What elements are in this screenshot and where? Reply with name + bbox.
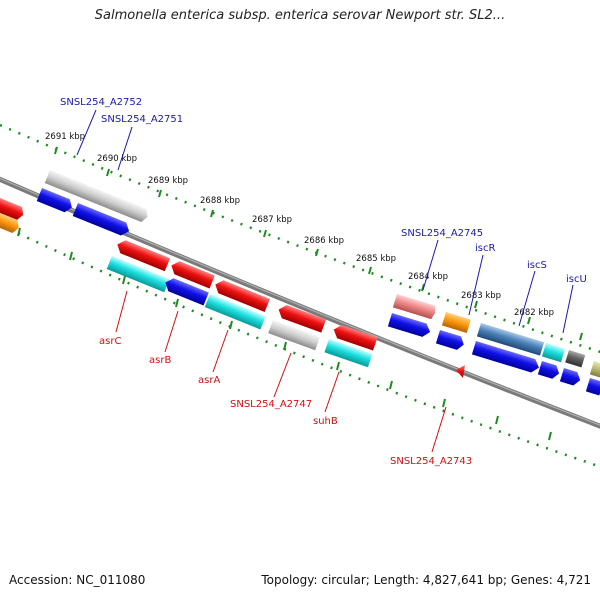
gene-feature-red-2[interactable] bbox=[169, 259, 215, 289]
ruler-tick bbox=[283, 341, 287, 351]
leader-line bbox=[468, 254, 484, 316]
leader-line bbox=[324, 371, 340, 413]
ruler-tick bbox=[17, 227, 21, 237]
gene-feature-iscr[interactable] bbox=[441, 312, 471, 333]
ruler-label: 2687 kbp bbox=[252, 215, 292, 225]
gene-feature-red-5[interactable] bbox=[331, 323, 378, 351]
outer-ruler-track bbox=[0, 123, 600, 354]
ruler-tick bbox=[527, 316, 531, 325]
leader-line bbox=[76, 109, 97, 156]
ruler-label: 2691 kbp bbox=[45, 132, 85, 142]
ruler-label: 2685 kbp bbox=[356, 254, 396, 264]
gene-feature-gray[interactable] bbox=[44, 170, 150, 223]
gene-feature-red[interactable] bbox=[115, 238, 171, 272]
ruler-label: 2690 kbp bbox=[97, 154, 137, 164]
gene-feature-asrc[interactable] bbox=[106, 256, 170, 293]
ruler-tick bbox=[389, 380, 393, 390]
gene-feature-blue-edge[interactable] bbox=[585, 378, 600, 396]
gene-feature-blue-tiny[interactable] bbox=[537, 361, 561, 380]
reverse-strand-features bbox=[106, 238, 465, 378]
outer-ruler-ticks bbox=[54, 146, 583, 341]
gene-feature-a2747[interactable] bbox=[268, 320, 320, 351]
top-gene-labels: SNSL254_A2752 SNSL254_A2751 SNSL254_A274… bbox=[60, 97, 587, 334]
inner-ruler-ticks bbox=[17, 227, 552, 441]
ruler-label: 2683 kbp bbox=[461, 291, 501, 301]
genome-title: Salmonella enterica subsp. enterica sero… bbox=[94, 8, 506, 23]
gene-label-asrb[interactable]: asrB bbox=[149, 355, 171, 366]
genome-summary: Topology: circular; Length: 4,827,641 bp… bbox=[261, 573, 591, 587]
gene-feature-dark[interactable] bbox=[565, 350, 586, 368]
ruler-tick bbox=[69, 251, 73, 261]
gene-feature-a2752[interactable] bbox=[36, 188, 75, 214]
leader-line bbox=[164, 310, 179, 353]
gene-feature-a2743[interactable] bbox=[456, 365, 465, 378]
gene-feature-asra[interactable] bbox=[204, 294, 266, 330]
gene-feature-blue-tiny-2[interactable] bbox=[559, 368, 582, 387]
gene-label-a2743[interactable]: SNSL254_A2743 bbox=[390, 456, 472, 467]
accession-label: Accession: NC_011080 bbox=[9, 573, 146, 587]
gene-feature-asrb[interactable] bbox=[163, 276, 209, 306]
ruler-tick bbox=[54, 146, 58, 155]
gene-label-iscs[interactable]: iscS bbox=[527, 260, 547, 271]
ruler-label: 2689 kbp bbox=[148, 176, 188, 186]
gene-feature-blue-long[interactable] bbox=[471, 341, 541, 374]
gene-label-a2752[interactable]: SNSL254_A2752 bbox=[60, 97, 142, 108]
gene-feature-iscs[interactable] bbox=[476, 323, 545, 356]
ruler-tick bbox=[229, 320, 233, 330]
gene-feature-partial-red[interactable] bbox=[0, 192, 26, 221]
ruler-tick bbox=[122, 275, 126, 285]
ruler-tick bbox=[495, 415, 499, 425]
ruler-tick bbox=[158, 189, 162, 198]
leader-line bbox=[117, 126, 133, 171]
ruler-tick bbox=[315, 248, 319, 257]
ruler-tick bbox=[579, 332, 583, 341]
ruler-tick bbox=[442, 398, 446, 408]
gene-label-asrc[interactable]: asrC bbox=[99, 336, 121, 347]
ruler-labels: 2691 kbp 2690 kbp 2689 kbp 2688 kbp 2687… bbox=[45, 132, 554, 318]
gene-feature-iscu[interactable] bbox=[541, 343, 566, 363]
gene-feature-olive[interactable] bbox=[589, 361, 600, 379]
ruler-tick bbox=[175, 298, 179, 308]
forward-strand-features bbox=[0, 170, 600, 396]
gene-label-iscr[interactable]: iscR bbox=[475, 243, 495, 254]
gene-feature-partial-orange[interactable] bbox=[0, 208, 21, 234]
gene-feature-red-4[interactable] bbox=[276, 303, 327, 333]
ruler-tick bbox=[368, 266, 372, 275]
gene-feature-a2745[interactable] bbox=[392, 294, 437, 320]
leader-line bbox=[212, 329, 229, 373]
gene-label-a2747[interactable]: SNSL254_A2747 bbox=[230, 399, 312, 410]
gene-label-iscu[interactable]: iscU bbox=[566, 274, 587, 285]
gene-feature-red-3[interactable] bbox=[213, 278, 270, 312]
gene-label-suhb[interactable]: suhB bbox=[313, 416, 338, 427]
inner-ruler-track bbox=[0, 223, 600, 468]
gene-feature-blue-small[interactable] bbox=[435, 330, 466, 351]
gene-feature-suhb[interactable] bbox=[324, 339, 373, 368]
ruler-tick bbox=[336, 361, 340, 371]
gene-feature-blue[interactable] bbox=[387, 313, 432, 339]
gene-label-asra[interactable]: asrA bbox=[198, 375, 220, 386]
ruler-tick bbox=[263, 229, 267, 238]
ruler-label: 2684 kbp bbox=[408, 272, 448, 282]
ruler-label: 2686 kbp bbox=[304, 236, 344, 246]
ruler-tick bbox=[106, 168, 110, 177]
ruler-tick bbox=[548, 431, 552, 441]
gene-label-a2751[interactable]: SNSL254_A2751 bbox=[101, 114, 183, 125]
leader-line bbox=[115, 290, 128, 333]
leader-line bbox=[422, 239, 439, 291]
leader-line bbox=[518, 270, 536, 327]
bottom-gene-labels: asrC asrB asrA SNSL254_A2747 suhB SNSL25… bbox=[99, 290, 472, 467]
ruler-tick bbox=[421, 283, 425, 292]
ruler-label: 2682 kbp bbox=[514, 308, 554, 318]
leader-line bbox=[562, 284, 574, 334]
ruler-tick bbox=[210, 209, 214, 218]
leader-line bbox=[273, 352, 292, 398]
ruler-tick bbox=[474, 300, 478, 309]
gene-label-a2745[interactable]: SNSL254_A2745 bbox=[401, 228, 483, 239]
ruler-label: 2688 kbp bbox=[200, 196, 240, 206]
gene-feature-a2751[interactable] bbox=[72, 203, 132, 238]
leader-line bbox=[431, 406, 447, 453]
